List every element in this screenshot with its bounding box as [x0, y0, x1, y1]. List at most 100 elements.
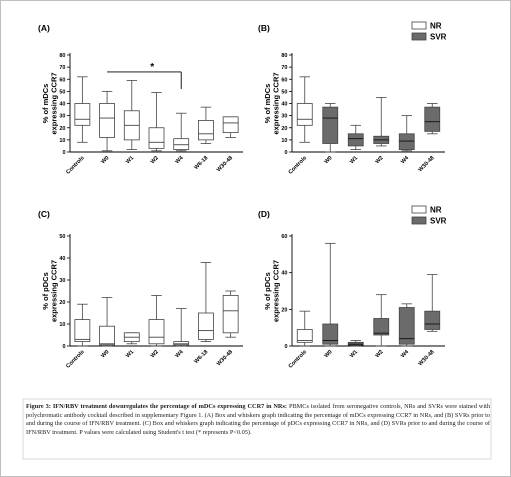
y-axis-title: % of mDCsexpressing CCR7: [41, 72, 59, 134]
box-controls: [296, 76, 313, 143]
box-controls: [74, 76, 91, 143]
figure-caption: Figure 3: IFN/RBV treatment downregulate…: [26, 403, 490, 437]
legend-label: NR: [430, 206, 442, 215]
box-w0: [322, 242, 339, 347]
category-label: W4: [400, 155, 411, 166]
y-tick-label: 10: [59, 322, 65, 328]
y-tick-label: 70: [59, 65, 65, 71]
box-w4: [173, 112, 190, 152]
category-label: W30-48: [216, 349, 234, 367]
category-label: W4: [400, 349, 411, 360]
panel-letter: (D): [258, 209, 270, 219]
box-w0: [322, 103, 339, 153]
box-w2: [373, 97, 390, 147]
category-label: W1: [349, 349, 359, 359]
box-body: [173, 341, 190, 346]
box-body: [198, 312, 214, 340]
box-w30-48: [222, 116, 239, 138]
category-label: W4: [174, 155, 185, 166]
caption-body: PBMCs isolated from seronegative control…: [26, 403, 490, 436]
y-tick-label: 40: [281, 271, 287, 277]
box-body: [148, 127, 165, 149]
category-label: W0: [323, 155, 333, 165]
box-w30-48: [424, 103, 441, 135]
panel-letter: (C): [38, 209, 50, 219]
box-w1: [347, 340, 364, 347]
y-tick-label: 0: [62, 150, 65, 156]
y-axis-title: % of mDCsexpressing CCR7: [263, 72, 281, 134]
category-label: W2: [150, 155, 160, 165]
box-w1: [123, 332, 140, 345]
category-label: Controls: [65, 349, 86, 370]
category-label: W0: [323, 349, 333, 359]
y-tick-label: 40: [59, 102, 65, 108]
caption-heading: Figure 3: IFN/RBV treatment downregulate…: [26, 403, 288, 410]
box-body: [99, 103, 115, 138]
box-w6-18: [198, 106, 214, 144]
panel-letter: (B): [258, 23, 270, 33]
category-label: W2: [374, 349, 384, 359]
y-tick-label: 20: [281, 126, 287, 132]
box-body: [296, 329, 313, 343]
y-axis-title-line: expressing CCR7: [50, 72, 59, 134]
y-tick-label: 30: [59, 114, 65, 120]
y-axis-title-line: expressing CCR7: [272, 260, 281, 322]
box-body: [148, 319, 165, 345]
category-label: W30-48: [418, 155, 436, 173]
y-tick-label: 20: [59, 300, 65, 306]
box-w2: [148, 92, 165, 152]
box-body: [74, 319, 91, 343]
box-body: [398, 307, 415, 345]
box-body: [347, 341, 364, 346]
y-tick-label: 50: [59, 234, 65, 240]
category-label: W1: [125, 155, 135, 165]
category-label: Controls: [65, 155, 86, 176]
y-tick-label: 70: [281, 65, 287, 71]
y-tick-label: 60: [281, 234, 287, 240]
category-label: W1: [125, 349, 135, 359]
category-label: W30-48: [418, 349, 436, 367]
category-label: Controls: [288, 155, 309, 176]
box-body: [398, 133, 415, 150]
legend-label: NR: [430, 22, 442, 31]
y-tick-label: 0: [284, 150, 287, 156]
y-tick-label: 40: [59, 256, 65, 262]
box-body: [173, 138, 190, 150]
y-tick-label: 10: [281, 138, 287, 144]
category-label: W30-48: [216, 155, 234, 173]
y-tick-label: 60: [59, 77, 65, 83]
box-controls: [74, 303, 91, 347]
box-controls: [296, 310, 313, 347]
box-w0: [99, 297, 115, 347]
category-label: W2: [374, 155, 384, 165]
y-tick-label: 40: [281, 102, 287, 108]
box-body: [424, 310, 441, 330]
y-tick-label: 20: [281, 307, 287, 313]
box-w2: [148, 294, 165, 347]
legend-swatch: [411, 21, 427, 30]
box-body: [424, 106, 441, 132]
box-body: [322, 106, 339, 144]
category-label: W1: [349, 155, 359, 165]
box-body: [99, 325, 115, 346]
box-body: [222, 116, 239, 134]
y-axis-title-line: % of pDCs: [263, 272, 272, 310]
category-label: W2: [150, 349, 160, 359]
category-label: Controls: [288, 349, 309, 370]
category-label: W6-18: [193, 349, 209, 365]
y-axis-title: % of pDCsexpressing CCR7: [263, 260, 281, 322]
panel-c-chart: (C) % of pDCsexpressing CCR7 0 10 20 30 40 50 Co…: [38, 209, 243, 370]
y-axis-title-line: expressing CCR7: [272, 72, 281, 134]
legend-swatch: [411, 205, 427, 214]
box-body: [198, 120, 214, 141]
box-body: [322, 323, 339, 345]
box-w0: [99, 90, 115, 152]
y-tick-label: 0: [284, 344, 287, 350]
y-tick-label: 10: [59, 138, 65, 144]
box-w4: [398, 115, 415, 152]
y-axis-title-line: expressing CCR7: [50, 260, 59, 322]
y-tick-label: 60: [281, 77, 287, 83]
y-tick-label: 0: [62, 344, 65, 350]
y-axis-title-line: % of pDCs: [41, 272, 50, 310]
